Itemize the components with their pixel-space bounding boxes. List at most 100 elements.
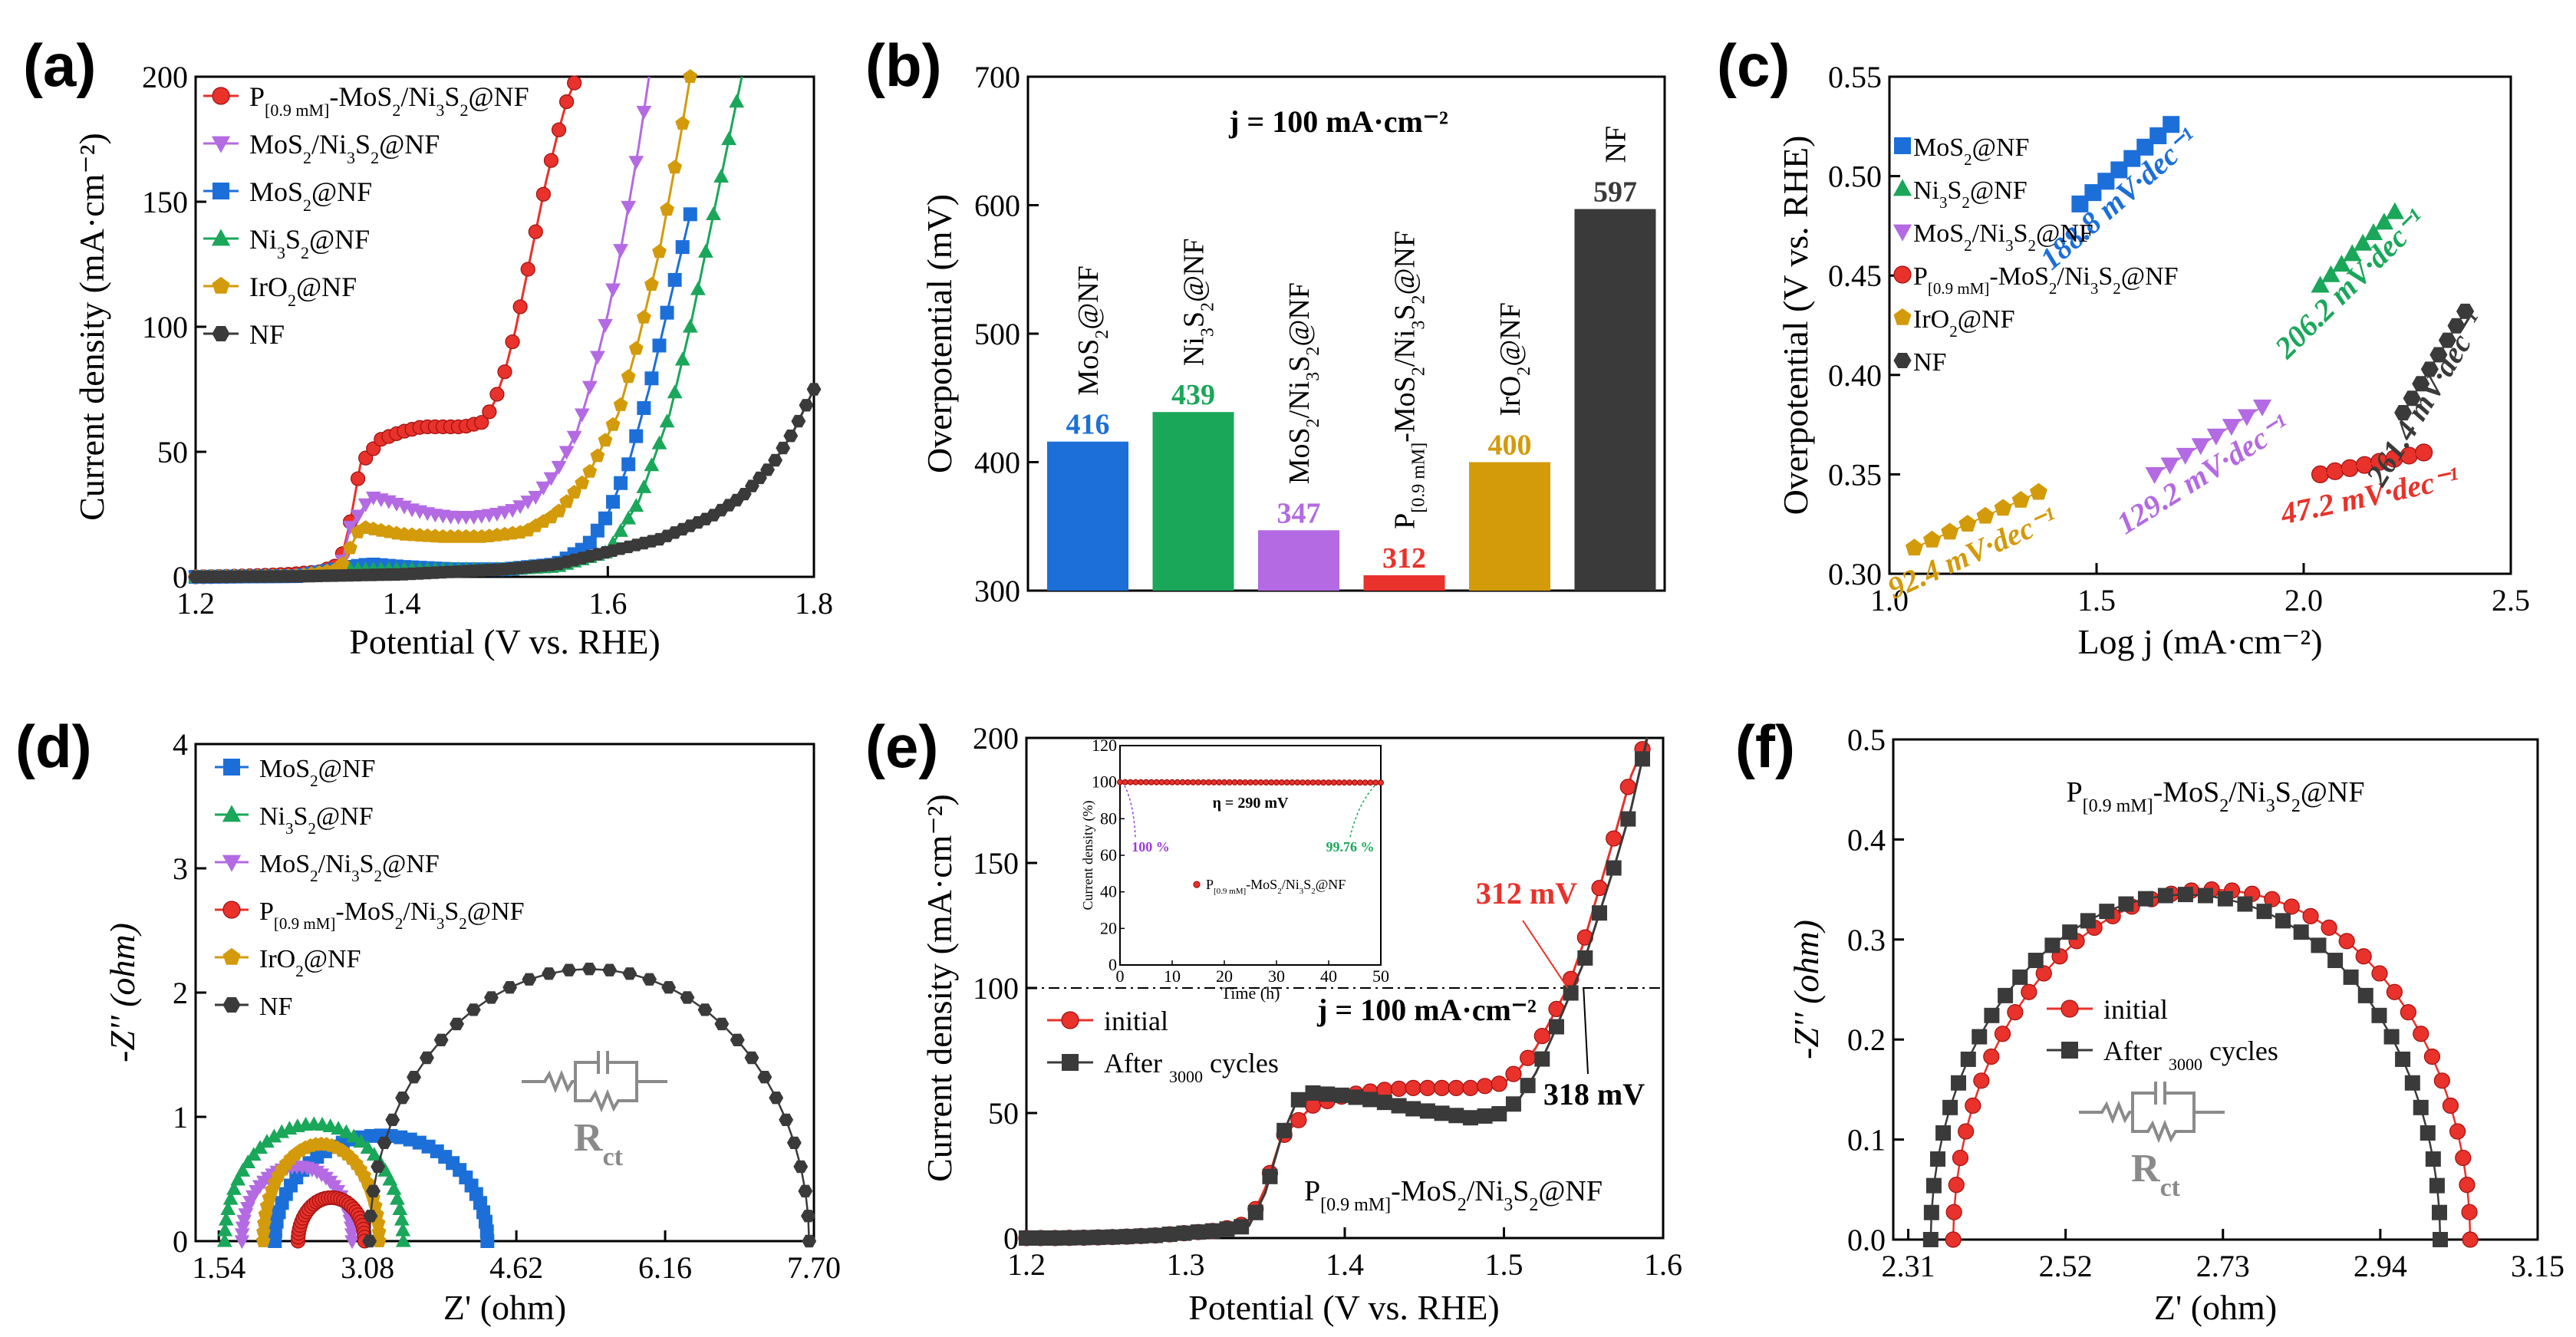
panel-d-point [779,1113,794,1126]
panel-a-point [683,69,698,83]
panel-c-slope-label: 188.8 mV·dec⁻¹ [2034,121,2205,276]
inset-point [1325,779,1332,786]
panel-e-point [1333,1087,1349,1103]
panel-d-point [266,1128,282,1143]
legend-entry: MoS2/Ni3S2@NF [1913,219,2093,255]
inset-point [1122,779,1128,785]
panel-e-point [1290,1111,1307,1128]
panel-f-point [2099,904,2115,920]
panel-e-initial-annotation: 312 mV [1476,876,1577,911]
panel-f-point [1923,1204,1939,1220]
panel-d-point [377,1162,394,1177]
legend-entry: MoS2@NF [249,176,372,215]
panel-f-point [2157,887,2173,904]
panel-a-point [674,351,690,366]
legend-entry: MoS2@NF [259,755,375,790]
panel-b-ylabel: Overpotential (mV) [920,194,959,473]
panel-a-point [350,509,366,524]
panel-a-point [350,471,366,486]
panel-a-point [357,498,374,512]
panel-e-point [1448,1108,1464,1124]
panel-f-point [1925,1177,1942,1194]
panel-a-y-tick-label: 0 [173,560,188,594]
panel-d-point [259,1134,275,1148]
panel-a-point [551,460,567,475]
legend-entry: MoS2/Ni3S2@NF [259,850,440,885]
panel-f-point [2455,1149,2472,1167]
inset-y-tick-label: 80 [1100,808,1117,828]
panel-e-j-annotation: j = 100 mA·cm⁻² [1316,993,1537,1027]
panel-f-point [2371,965,2388,982]
panel-f-point [2311,937,2327,953]
panel-e-point [1433,1079,1451,1097]
panel-f-point [2357,987,2373,1003]
panel-c-slope-label: 206.2 mV·dec⁻¹ [2268,203,2433,366]
panel-e-x-tick-label: 1.5 [1485,1247,1524,1282]
panel-e-point [1462,1079,1479,1097]
inset-y-tick-label: 0 [1108,955,1117,974]
panel-d-point [363,1210,378,1223]
panel-d-point [642,973,657,986]
panel-e-point [1534,1051,1550,1067]
panel-e-x-tick-label: 1.6 [1644,1247,1682,1282]
circuit-wire [522,1061,667,1113]
panel-e-point [1563,985,1579,1001]
legend-entry: initial [1104,1006,1168,1036]
panel-d: (d) 0 1 2 3 4 1.54 3.08 4.62 6.16 7.70 -Z'' (ohm)… [15,713,841,1327]
panel-e-point [1118,1229,1135,1245]
inset-point [1320,779,1327,786]
panel-e-point [1362,1092,1379,1108]
panel-d-point [366,1147,382,1161]
panel-f-x-tick-label: 3.15 [2511,1249,2564,1283]
panel-e-x-tick-label: 1.3 [1167,1247,1205,1282]
panel-c-point [2343,244,2362,262]
legend-marker [222,901,241,919]
panel-a-point [628,156,644,170]
panel-a-point [551,122,567,137]
panel-d-legend: MoS2@NF Ni3S2@NF MoS2/Ni3S2@NF P[0.9 mM]-Mo… [215,755,525,1021]
panel-f-point [2012,969,2028,985]
panel-a-point [335,556,350,571]
panel-d-point [480,1234,495,1248]
panel-b-y-tick-label: 300 [974,574,1020,608]
inset-point [1216,779,1223,785]
panel-f-point [1983,1048,2000,1065]
panel-c-y-tick-label: 0.50 [1828,160,1882,194]
panel-a-point [690,281,706,295]
panel-f-y-tick-label: 0.2 [1847,1023,1886,1057]
panel-c-point [2385,202,2404,219]
panel-b-bar-value: 597 [1593,176,1637,209]
panel-e-y-tick-label: 200 [973,721,1019,756]
panel-d-point [234,1235,250,1250]
panel-a-point [628,498,644,512]
panel-f-point [2035,965,2052,982]
panel-c-point [2321,265,2340,282]
panel-f-point [2449,1123,2466,1140]
panel-c-fit-line [2402,311,2466,413]
legend-marker [211,136,231,153]
panel-a-y-tick-label: 50 [157,435,188,469]
panel-c-slope-label: 261.4 mV·dec⁻¹ [2359,306,2492,492]
panel-f-point [2217,891,2233,907]
inset-point [1158,779,1165,785]
panel-a-point [667,160,683,174]
panel-f-point [2404,1075,2420,1091]
panel-a-point [614,476,628,490]
inset-end-label: 99.76 % [1326,839,1375,855]
panel-c-fit-line [2319,211,2396,286]
inset-point [1184,779,1191,785]
panel-d-point [680,991,695,1004]
panel-c-fit-line [2320,451,2424,476]
panel-d-point [744,1051,759,1065]
legend-marker [1893,308,1912,325]
legend-entry: Ni3S2@NF [249,224,370,262]
panel-d-point [769,1092,784,1105]
panel-d-point [793,1160,809,1174]
inset-x-tick-label: 20 [1216,967,1233,986]
panel-f-point [2256,904,2272,920]
panel-f-circuit-inset: Rct [2079,1082,2225,1202]
panel-f-point [1930,1151,1946,1167]
panel-d-point [353,1134,369,1148]
panel-e-point [1390,1080,1408,1097]
panel-c-y-tick-label: 0.35 [1828,457,1882,492]
